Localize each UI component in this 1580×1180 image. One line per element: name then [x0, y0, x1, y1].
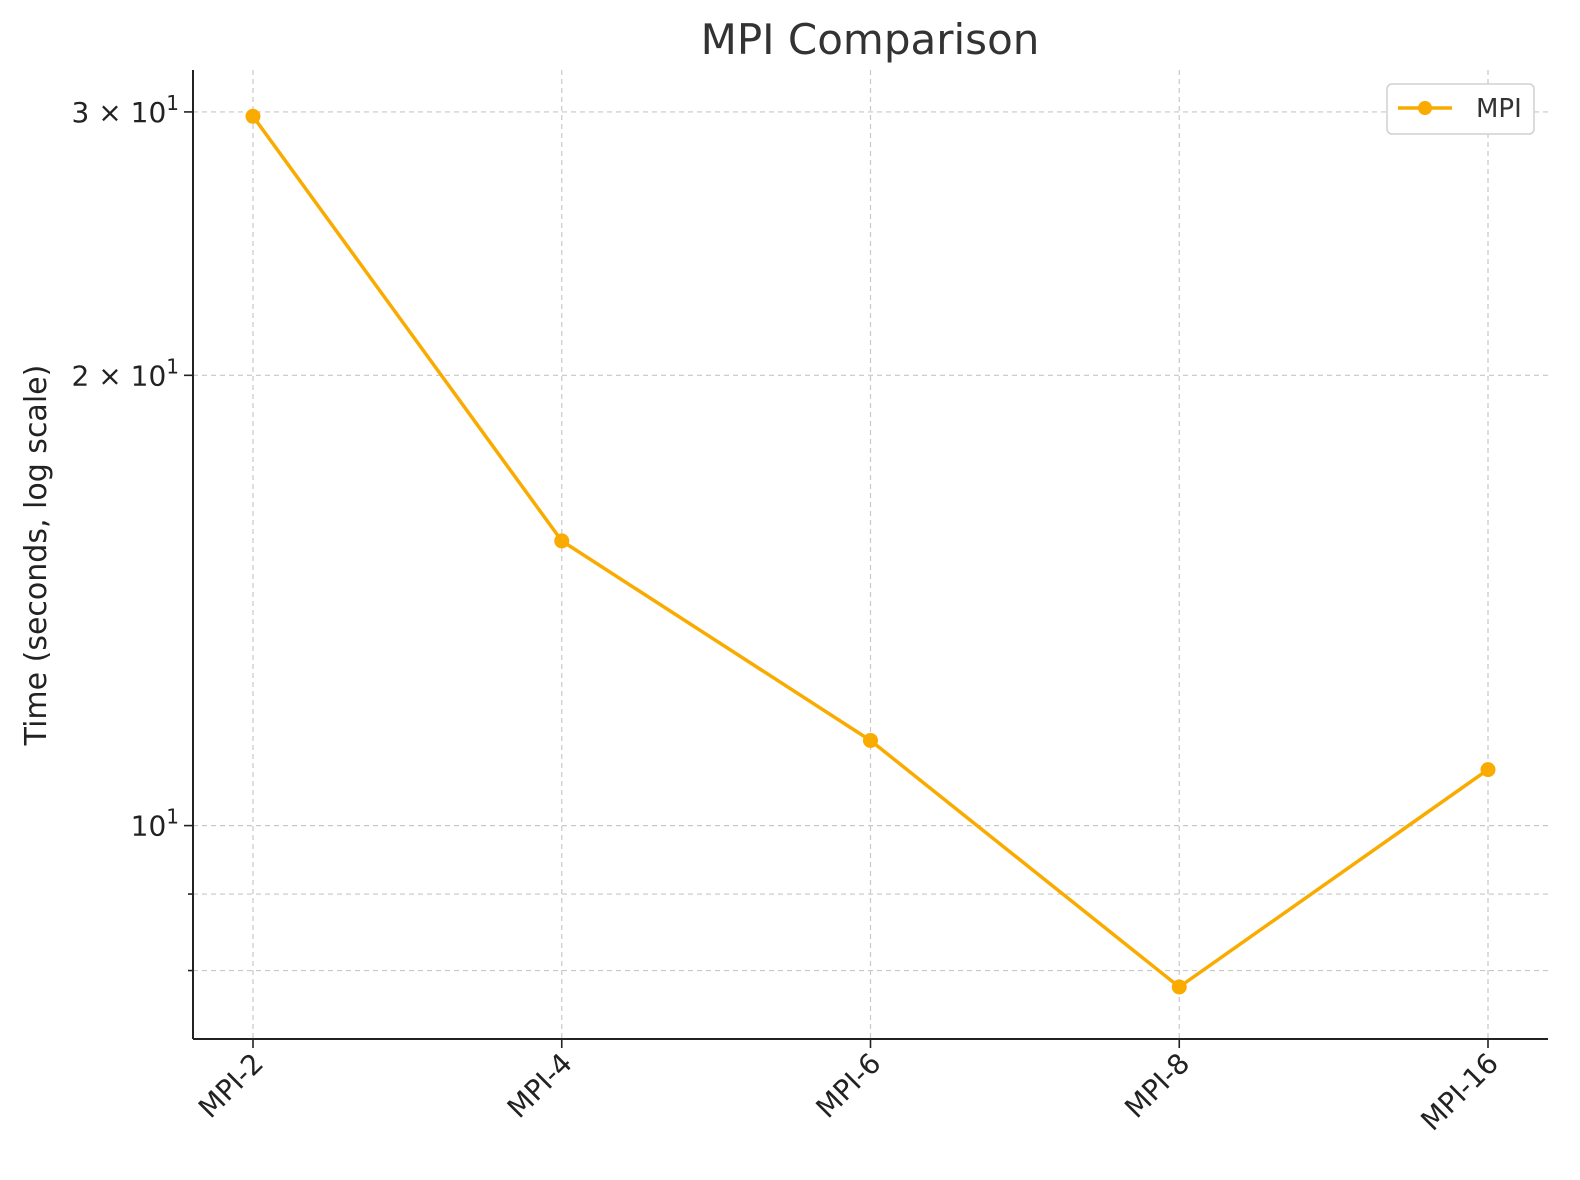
legend-marker-swatch — [1418, 101, 1432, 115]
x-tick-label: MPI-6 — [810, 1047, 888, 1125]
x-tick-label: MPI-4 — [501, 1047, 579, 1125]
y-axis-label: Time (seconds, log scale) — [19, 365, 54, 747]
legend: MPI — [1386, 83, 1535, 135]
data-point-mpi-4 — [554, 533, 570, 549]
data-point-mpi-6 — [863, 732, 878, 748]
data-point-mpi-2 — [245, 108, 261, 124]
chart-title: MPI Comparison — [701, 15, 1040, 64]
x-tick-label: MPI-2 — [192, 1047, 270, 1125]
y-tick-label: 101 — [131, 805, 179, 843]
y-tick-label: 2 × 101 — [72, 354, 179, 392]
x-tick-label: MPI-8 — [1118, 1047, 1196, 1125]
x-tick-label: MPI-16 — [1414, 1047, 1505, 1138]
series-layer — [245, 108, 1496, 995]
grid-lines — [193, 70, 1548, 1039]
axis-ticks: MPI-2 MPI-4 MPI-6 MPI-8 MPI-16 3 × 101 2 × 101… — [72, 91, 1505, 1137]
data-point-mpi-16 — [1480, 762, 1496, 778]
data-point-mpi-8 — [1171, 979, 1187, 995]
y-tick-label: 3 × 101 — [72, 91, 179, 129]
legend-label: MPI — [1476, 94, 1522, 124]
legend-box — [1386, 83, 1535, 135]
